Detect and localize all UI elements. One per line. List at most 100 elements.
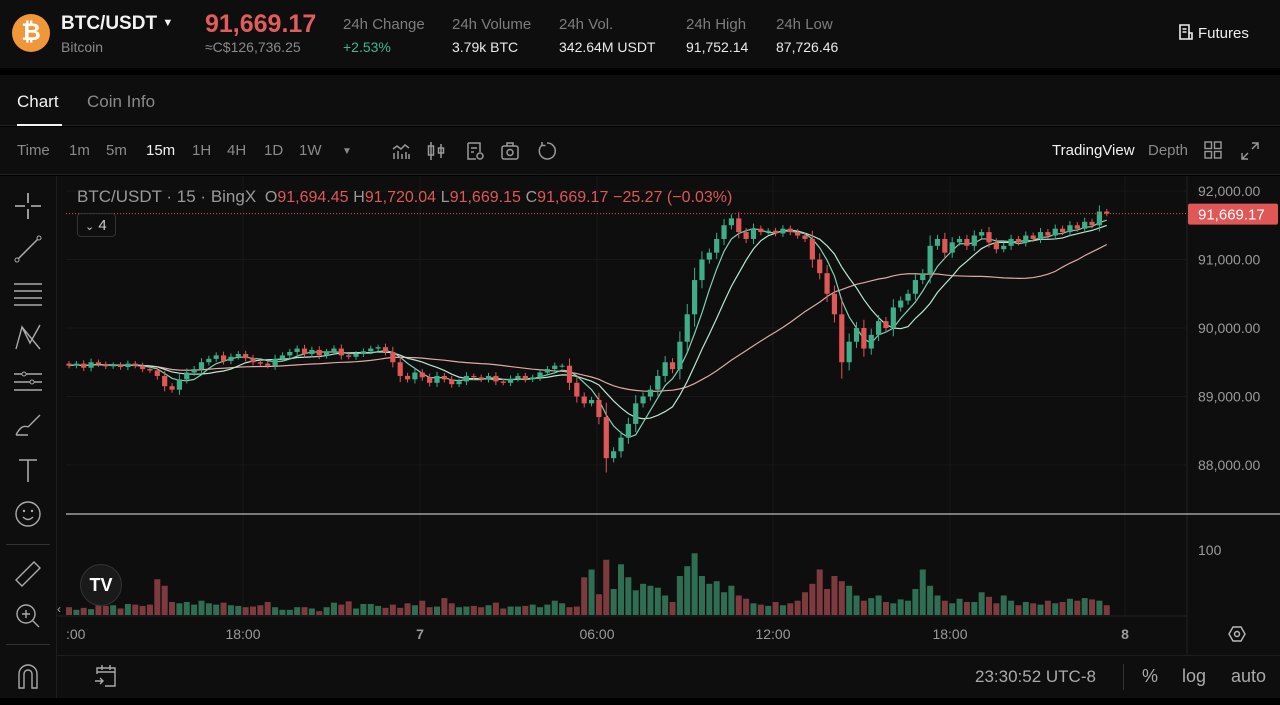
log-scale-toggle[interactable]: log (1182, 666, 1207, 686)
volume-bar (772, 602, 779, 615)
prediction-icon[interactable] (12, 366, 44, 398)
timeframe-1w[interactable]: 1W (299, 142, 322, 159)
volume-bar (183, 602, 190, 615)
volume-bar (1022, 602, 1029, 615)
volume-bar (662, 595, 669, 615)
go-to-date-icon[interactable] (93, 664, 119, 690)
percent-scale-toggle[interactable]: % (1142, 666, 1159, 686)
auto-scale-toggle[interactable]: auto (1231, 666, 1267, 686)
indicators-toggle[interactable]: ⌄ 4 (77, 213, 116, 237)
volume-bar (323, 607, 330, 615)
brush-icon[interactable] (12, 409, 44, 441)
volume-bar (618, 564, 624, 615)
candle-body (243, 354, 249, 359)
volume-bar (389, 604, 396, 615)
volume-bar (853, 595, 860, 615)
candle-body (140, 365, 146, 370)
tradingview-button[interactable]: TradingView (1052, 142, 1135, 159)
timeframe-5m[interactable]: 5m (106, 142, 127, 159)
timeframe-1m[interactable]: 1m (69, 142, 90, 159)
candle-body (640, 396, 646, 404)
pattern-icon[interactable] (12, 321, 44, 353)
candle-body (397, 362, 403, 376)
candle-body (618, 437, 624, 452)
timeframe-1h[interactable]: 1H (192, 142, 212, 159)
volume-bar (102, 605, 109, 615)
volume-bar (1015, 605, 1022, 615)
fib-retracement-icon[interactable] (12, 278, 44, 310)
candle-body (1067, 225, 1073, 233)
volume-bar (868, 598, 875, 615)
volume-bar (522, 605, 529, 615)
volume-bar (124, 603, 131, 615)
candle-body (1008, 238, 1014, 246)
timeframe-4h[interactable]: 4H (227, 142, 247, 159)
tab-coin-info[interactable]: Coin Info (87, 92, 156, 111)
chevron-down-icon: ⌄ (85, 221, 95, 233)
zoom-in-icon[interactable] (12, 600, 44, 632)
price-tick-label: 89,000.00 (1198, 389, 1260, 405)
caret-down-icon: ▼ (162, 17, 174, 29)
candle-body (287, 351, 293, 356)
timeframe-15m[interactable]: 15m (146, 142, 176, 159)
candle-body (758, 228, 764, 233)
stat-value: 3.79k BTC (452, 39, 519, 55)
chart-settings-gear-icon[interactable] (1228, 625, 1246, 643)
volume-bar (353, 608, 360, 615)
volume-bar (117, 608, 124, 615)
candle-body (1015, 238, 1022, 243)
candle-body (485, 375, 492, 380)
text-icon[interactable] (12, 454, 44, 486)
trend-line-icon[interactable] (12, 233, 44, 265)
emoji-icon[interactable] (12, 498, 44, 530)
screenshot-icon[interactable] (499, 140, 521, 162)
candlestick-chart[interactable]: 92,000.00 91,000.00 90,000.00 89,000.00 88,0… (0, 176, 1280, 655)
candle-body (338, 348, 344, 356)
crosshair-icon[interactable] (12, 190, 44, 222)
timeframe-1d[interactable]: 1D (264, 142, 284, 159)
volume-bar (691, 553, 698, 615)
indicators-icon[interactable] (390, 140, 412, 162)
chart-area[interactable]: 92,000.00 91,000.00 90,000.00 89,000.00 88,0… (0, 176, 1280, 655)
tradingview-logo-icon[interactable]: TV (80, 564, 122, 606)
candle-body (743, 232, 749, 239)
volume-bar (345, 601, 352, 615)
volume-bar (824, 589, 831, 615)
refresh-icon[interactable] (536, 140, 558, 162)
futures-button[interactable]: Futures (1178, 24, 1249, 42)
candle-body (331, 348, 337, 352)
stat-label: 24h Change (343, 16, 425, 33)
volume-bar (595, 594, 602, 615)
volume-bar (66, 607, 72, 615)
layout-grid-icon[interactable] (1204, 141, 1222, 159)
more-timeframes-caret-icon[interactable]: ▼ (342, 146, 352, 157)
volume-bar (573, 606, 580, 615)
bottom-divider (1123, 664, 1124, 690)
volume-bar (250, 606, 256, 615)
symbol-selector[interactable]: BTC/USDT ▼ (61, 13, 173, 35)
chart-settings-icon[interactable] (464, 140, 486, 162)
candle-body (125, 363, 131, 368)
volume-bar (559, 603, 566, 615)
candle-body (817, 259, 823, 274)
clock-timezone[interactable]: 23:30:52 UTC-8 (975, 667, 1096, 686)
candle-body (861, 328, 867, 349)
timeframe-time[interactable]: Time (17, 142, 50, 159)
candle-body (736, 218, 742, 233)
ruler-icon[interactable] (12, 558, 44, 590)
volume-bar (743, 598, 750, 615)
candle-body (979, 232, 985, 236)
tab-chart[interactable]: Chart (17, 92, 59, 111)
fullscreen-icon[interactable] (1240, 141, 1260, 161)
candle-body (890, 307, 896, 328)
scroll-left-chevron-icon[interactable]: ‹ (57, 602, 61, 616)
volume-bar (713, 581, 720, 615)
depth-button[interactable]: Depth (1148, 142, 1189, 159)
candle-type-icon[interactable] (425, 140, 447, 162)
volume-bar (294, 607, 301, 615)
candle-body (971, 235, 977, 246)
stat-value-change: +2.53% (343, 39, 391, 55)
candle-body (390, 351, 396, 363)
magnet-icon[interactable] (12, 660, 44, 692)
stat-value: 87,726.46 (776, 39, 839, 55)
